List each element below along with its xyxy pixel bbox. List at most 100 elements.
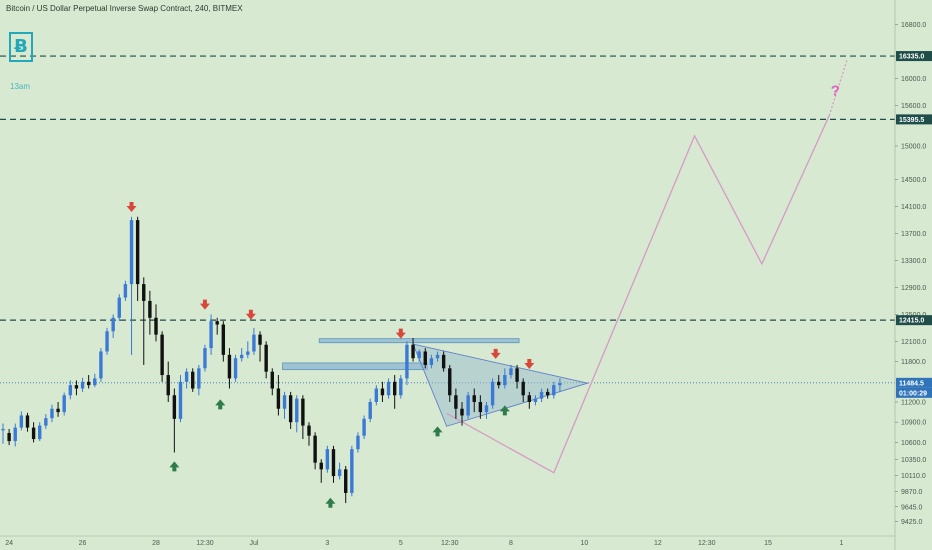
candle-body <box>111 317 115 332</box>
candle-body <box>325 449 330 470</box>
y-tick-label: 16800.0 <box>901 22 926 29</box>
x-tick-label: 26 <box>79 540 87 547</box>
candle-body <box>44 418 48 426</box>
price-tag-label: 15395.5 <box>899 117 924 124</box>
price-tag <box>896 114 932 125</box>
candle-body <box>184 371 189 382</box>
candle-body <box>411 344 415 359</box>
candle-body <box>154 317 158 335</box>
candle-body <box>368 402 372 419</box>
candle-body <box>460 408 464 416</box>
x-tick-label: 8 <box>509 540 513 547</box>
down-arrow-icon <box>395 328 406 339</box>
candle-body <box>386 381 391 396</box>
candle-body <box>295 398 299 423</box>
candle-body <box>203 348 207 369</box>
candle-body <box>93 378 97 386</box>
down-arrow-icon <box>126 201 137 212</box>
y-tick-label: 10600.0 <box>901 440 926 447</box>
x-tick-label: 12:30 <box>196 540 214 547</box>
candle-body <box>74 385 79 389</box>
candle-body <box>417 351 421 359</box>
candle-body <box>13 427 17 442</box>
price-tag-label: 16335.0 <box>899 54 924 61</box>
countdown-label: 01:00:29 <box>899 390 927 397</box>
side-note: 13am <box>10 82 31 91</box>
candle-body <box>270 371 274 389</box>
y-tick-label: 9870.0 <box>901 489 923 496</box>
x-tick-label: Jul <box>249 540 258 547</box>
candle-body <box>527 395 532 402</box>
x-tick-label: 12:30 <box>698 540 716 547</box>
price-tag <box>896 51 932 62</box>
candle-body <box>227 354 232 379</box>
candle-body <box>399 378 403 396</box>
y-tick-label: 16000.0 <box>901 76 926 83</box>
x-tick-label: 28 <box>152 540 160 547</box>
candle-body <box>423 351 427 365</box>
up-arrow-icon <box>169 461 180 472</box>
y-tick-label: 10900.0 <box>901 420 926 427</box>
candle-body <box>448 368 452 396</box>
candle-body <box>258 334 262 345</box>
y-tick-label: 13300.0 <box>901 258 926 265</box>
candle-body <box>503 375 507 386</box>
candle-body <box>319 462 323 470</box>
y-tick-label: 11800.0 <box>901 359 926 366</box>
candle-body <box>405 344 409 379</box>
candle-body <box>1 428 5 431</box>
y-tick-label: 9645.0 <box>901 504 923 511</box>
up-arrow-icon <box>215 399 226 410</box>
x-tick-label: 3 <box>325 540 329 547</box>
candle-body <box>539 391 544 399</box>
candle-body <box>31 427 36 440</box>
candle-body <box>105 331 109 352</box>
candle-body <box>215 321 219 325</box>
candle-body <box>472 395 476 402</box>
candle-body <box>38 425 42 440</box>
price-tag-label: 11484.5 <box>899 380 924 387</box>
y-tick-label: 12100.0 <box>901 339 926 346</box>
candle-body <box>50 408 54 419</box>
up-arrow-icon <box>499 405 510 416</box>
candle-body <box>337 469 342 477</box>
candle-body <box>25 415 30 428</box>
candle-body <box>392 381 397 396</box>
candle-body <box>166 375 170 396</box>
candle-body <box>435 354 440 359</box>
candle-body <box>454 395 458 409</box>
candle-body <box>142 284 146 301</box>
candle-body <box>86 381 91 386</box>
candle-body <box>56 408 60 413</box>
down-arrow-icon <box>524 358 535 369</box>
candle-body <box>276 388 281 409</box>
x-tick-label: 15 <box>764 540 772 547</box>
candle-body <box>515 368 519 382</box>
candle-body <box>490 381 495 406</box>
down-arrow-icon <box>490 348 501 359</box>
candle-body <box>313 435 317 463</box>
candle-body <box>356 435 360 450</box>
question-mark-label: ? <box>831 82 840 99</box>
y-tick-label: 15000.0 <box>901 144 926 151</box>
candle-body <box>129 220 134 285</box>
candle-body <box>19 415 24 428</box>
y-tick-label: 10110.0 <box>901 473 926 480</box>
candle-body <box>374 388 379 402</box>
candle-body <box>117 297 121 318</box>
x-tick-label: 1 <box>839 540 843 547</box>
projection-path <box>446 115 830 474</box>
candle-body <box>148 300 152 318</box>
bitcoin-logo-icon: Ƀ <box>9 32 33 62</box>
y-tick-label: 14500.0 <box>901 177 926 184</box>
candle-body <box>221 324 226 355</box>
candle-body <box>429 358 434 365</box>
y-tick-label: 12900.0 <box>901 285 926 292</box>
candle-body <box>552 385 556 396</box>
supply-zone <box>318 338 520 344</box>
x-tick-label: 10 <box>581 540 589 547</box>
candle-body <box>558 383 562 386</box>
